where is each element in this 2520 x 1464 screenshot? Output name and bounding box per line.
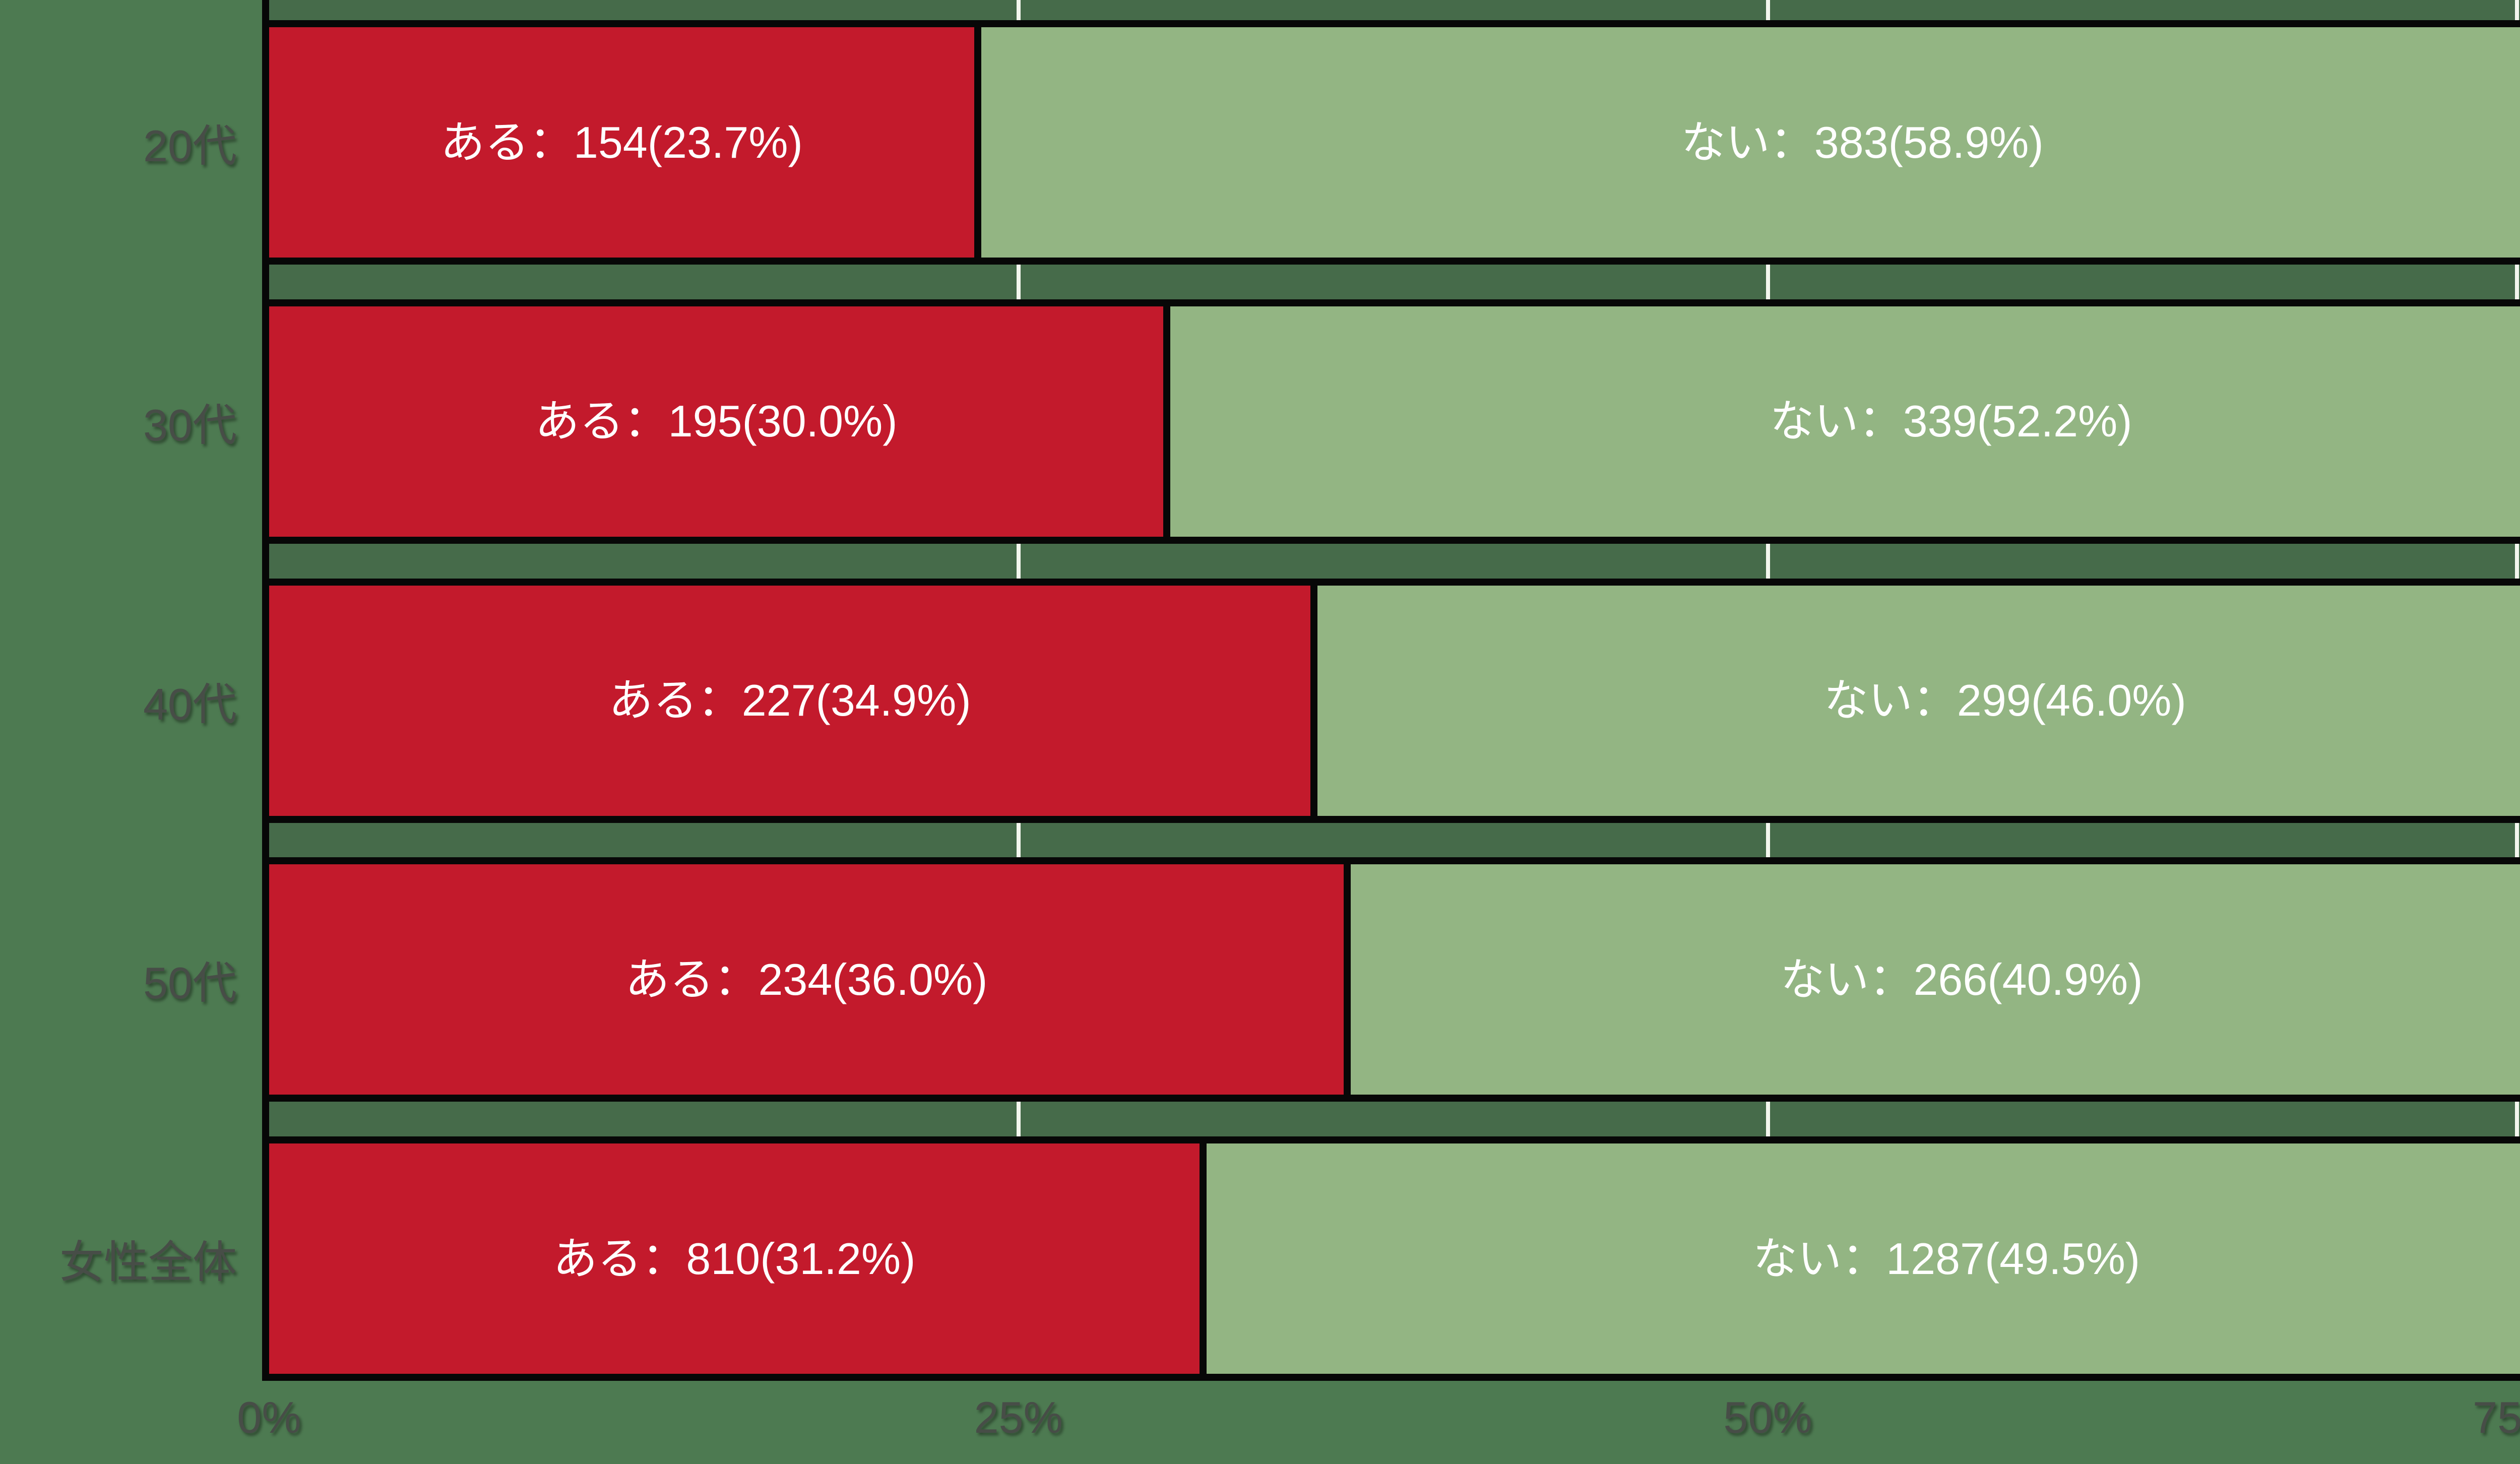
category-labels: 20代 30代 40代 50代女性全体 — [0, 20, 237, 1381]
x-tick-label-75%: 75% — [2473, 1392, 2520, 1442]
category-label-row: 女性全体 — [0, 1136, 237, 1381]
x-tick-label-0%: 0% — [237, 1392, 301, 1442]
bar-row-30代: ある：195(30.0%)ない：339(52.2%)わからない：116(17.8… — [262, 299, 2520, 544]
category-label-50代: 50代 — [143, 958, 237, 1008]
bar-segment-ある-40代: ある：227(34.9%) — [266, 582, 1314, 819]
category-label-row: 40代 — [0, 579, 237, 823]
bar-segment-label: ない：299(46.0%) — [1823, 675, 2186, 726]
bar-segment-label: ある：195(30.0%) — [535, 396, 898, 447]
bar-segment-label: ある：154(23.7%) — [440, 117, 803, 167]
category-label-30代: 30代 — [143, 400, 237, 450]
category-label-女性全体: 女性全体 — [59, 1237, 237, 1287]
x-axis: 0%25%50%75%100% — [0, 1392, 2520, 1457]
bar-segment-label: ある：810(31.2%) — [553, 1233, 916, 1284]
bar-segment-ある-女性全体: ある：810(31.2%) — [266, 1140, 1203, 1377]
bar-row-40代: ある：227(34.9%)ない：299(46.0%)わからない：124(19.1… — [262, 578, 2520, 823]
bar-segment-label: ない：339(52.2%) — [1770, 396, 2132, 447]
x-tick-label-25%: 25% — [974, 1392, 1063, 1442]
category-label-20代: 20代 — [143, 121, 237, 171]
category-label-40代: 40代 — [143, 679, 237, 729]
bar-segment-label: ない：266(40.9%) — [1780, 954, 2143, 1004]
bar-segment-label: ない：383(58.9%) — [1681, 117, 2044, 167]
bar-segment-label: ある：234(36.0%) — [625, 954, 988, 1004]
bar-segment-ない-50代: ない：266(40.9%) — [1347, 861, 2520, 1099]
bar-row-女性全体: ある：810(31.2%)ない：1287(49.5%)わからない：503(19.… — [262, 1136, 2520, 1381]
bar-segment-ある-50代: ある：234(36.0%) — [266, 861, 1347, 1099]
bar-row-50代: ある：234(36.0%)ない：266(40.9%)わからない：150(23.1… — [262, 857, 2520, 1102]
bar-segment-ない-女性全体: ない：1287(49.5%) — [1203, 1140, 2520, 1377]
bar-segment-ある-20代: ある：154(23.7%) — [266, 24, 978, 261]
bar-segment-ある-30代: ある：195(30.0%) — [266, 302, 1167, 540]
category-label-row: 30代 — [0, 299, 237, 544]
bar-segment-ない-40代: ない：299(46.0%) — [1314, 582, 2520, 819]
bar-segment-ない-30代: ない：339(52.2%) — [1167, 302, 2520, 540]
category-label-row: 20代 — [0, 20, 237, 265]
bar-segment-label: ない：1287(49.5%) — [1753, 1233, 2140, 1284]
bar-segment-label: ある：227(34.9%) — [608, 675, 971, 726]
category-label-row: 50代 — [0, 857, 237, 1102]
bar-rows: ある：154(23.7%)ない：383(58.9%)わからない：113(17.4… — [262, 20, 2520, 1381]
bar-row-20代: ある：154(23.7%)ない：383(58.9%)わからない：113(17.4… — [262, 20, 2520, 265]
bar-segment-ない-20代: ない：383(58.9%) — [977, 24, 2520, 261]
x-tick-label-50%: 50% — [1723, 1392, 1812, 1442]
